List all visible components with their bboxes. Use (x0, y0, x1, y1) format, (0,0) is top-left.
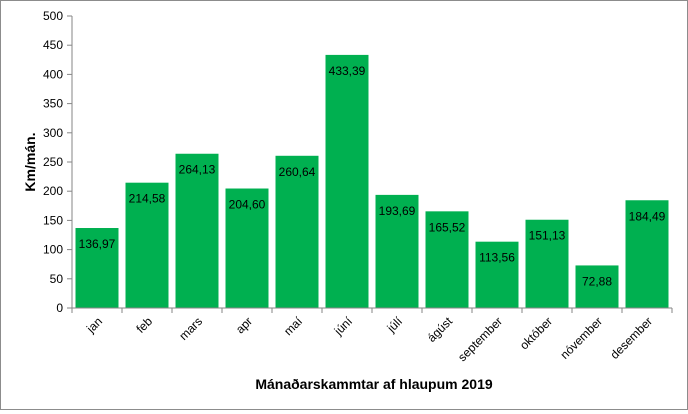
y-axis-title: Km/mán. (22, 132, 38, 191)
data-label: 264,13 (179, 163, 216, 177)
bar (275, 155, 319, 308)
data-label: 165,52 (429, 220, 466, 234)
y-axis-ticks: 0 50 100 150 200 250 300 350 400 450 500 (43, 9, 72, 315)
x-tick-label: júní (331, 314, 356, 339)
bar (175, 153, 219, 308)
x-tick-label: desember (607, 314, 655, 362)
x-axis-ticks: jan feb mars apr maí júní júlí ágúst september ok… (71, 308, 673, 364)
bar (625, 200, 669, 308)
y-tick-label: 150 (43, 213, 63, 227)
x-tick-label: september (455, 314, 505, 364)
y-tick-label: 0 (56, 301, 63, 315)
y-tick-label: 250 (43, 155, 63, 169)
bar (325, 54, 369, 309)
data-label: 214,58 (129, 192, 166, 206)
y-tick-label: 400 (43, 67, 63, 81)
y-tick-label: 50 (50, 272, 64, 286)
data-label: 113,56 (479, 251, 515, 265)
x-tick-label: október (517, 314, 555, 352)
bar (375, 194, 419, 308)
x-tick-label: jan (83, 314, 105, 336)
y-tick-label: 350 (43, 97, 63, 111)
bar (425, 211, 469, 308)
data-label: 136,97 (79, 237, 116, 251)
x-tick-label: júlí (384, 314, 406, 336)
bar (75, 228, 119, 308)
data-label: 72,88 (582, 274, 612, 288)
y-tick-label: 450 (43, 38, 63, 52)
x-axis-title: Mánaðarskammtar af hlaupum 2019 (255, 376, 493, 392)
data-label: 260,64 (279, 165, 316, 179)
x-tick-label: mars (176, 314, 205, 343)
bars (75, 54, 669, 309)
data-labels: 136,97 214,58 264,13 204,60 260,64 433,39 193,… (79, 64, 666, 289)
x-tick-label: ágúst (424, 314, 455, 345)
y-tick-label: 500 (43, 9, 63, 23)
y-tick-label: 200 (43, 184, 63, 198)
x-tick-label: feb (133, 314, 155, 336)
x-tick-label: apr (233, 314, 255, 336)
y-tick-label: 300 (43, 126, 63, 140)
data-label: 184,49 (629, 209, 666, 223)
bar (525, 219, 569, 308)
bar (125, 182, 169, 308)
x-tick-label: maí (281, 314, 306, 339)
data-label: 193,69 (379, 204, 416, 218)
y-tick-label: 100 (43, 243, 63, 257)
data-label: 433,39 (329, 64, 366, 78)
bar (475, 241, 519, 308)
data-label: 204,60 (229, 198, 266, 212)
data-label: 151,13 (529, 229, 566, 243)
bar (225, 188, 269, 308)
bar (575, 265, 619, 308)
x-tick-label: nóvember (557, 314, 605, 362)
